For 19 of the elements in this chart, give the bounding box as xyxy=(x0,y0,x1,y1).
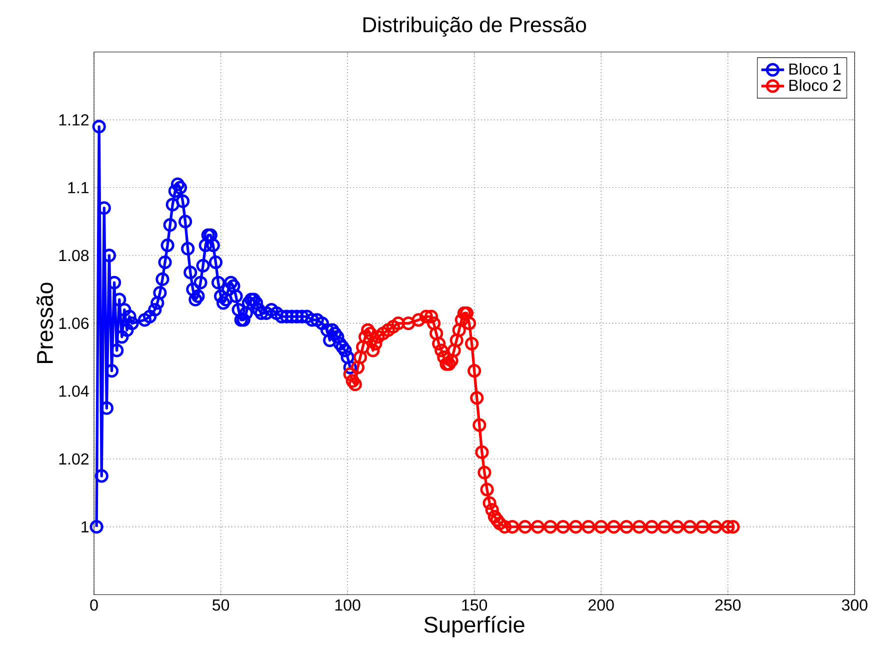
x-axis-title: Superfície xyxy=(424,616,524,638)
y-tick-label: 1.06 xyxy=(59,318,89,329)
x-tick-label: 0 xyxy=(90,599,98,611)
x-tick-label: 50 xyxy=(212,599,230,611)
legend-label: Bloco 2 xyxy=(789,79,841,92)
y-tick-label: 1.1 xyxy=(68,182,89,194)
y-axis-title: Pressão xyxy=(36,282,54,364)
legend-label: Bloco 1 xyxy=(789,63,841,75)
y-tick-label: 1 xyxy=(82,521,89,532)
x-tick-label: 150 xyxy=(462,599,488,611)
chart-title: Distribuição de Pressão xyxy=(363,16,586,37)
x-tick-label: 250 xyxy=(715,599,741,611)
y-tick-label: 1.04 xyxy=(59,385,89,397)
y-tick-label: 1.12 xyxy=(59,114,88,126)
x-tick-label: 300 xyxy=(842,599,868,611)
x-tick-label: 200 xyxy=(588,599,614,611)
x-tick-label: 100 xyxy=(335,599,360,611)
y-tick-label: 1.08 xyxy=(59,250,89,262)
y-tick-label: 1.02 xyxy=(59,453,88,465)
